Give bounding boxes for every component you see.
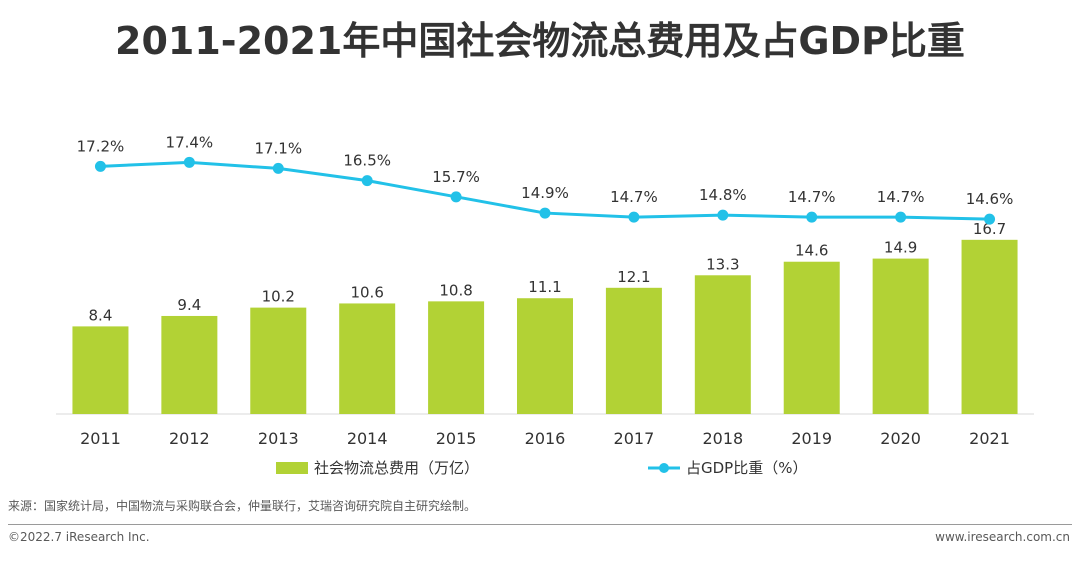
legend-line-label: 占GDP比重（%） <box>686 459 807 477</box>
bar-2020 <box>872 258 929 414</box>
bar-value-label: 11.1 <box>528 278 561 296</box>
bar-value-label: 12.1 <box>617 268 650 286</box>
bar-2016 <box>517 298 573 414</box>
legend-bar-swatch <box>276 462 308 474</box>
bar-value-label: 16.7 <box>973 220 1006 238</box>
bar-2015 <box>428 301 485 414</box>
gdp-ratio-point-2018 <box>717 209 729 221</box>
x-tick-label: 2017 <box>614 429 655 448</box>
gdp-ratio-label: 16.5% <box>343 152 391 170</box>
bar-value-label: 8.4 <box>89 306 113 324</box>
gdp-ratio-point-2020 <box>895 211 907 223</box>
x-tick-label: 2014 <box>347 429 388 448</box>
legend-line-marker <box>659 463 669 473</box>
x-tick-label: 2011 <box>80 429 121 448</box>
gdp-ratio-point-2012 <box>183 156 195 168</box>
x-tick-label: 2019 <box>791 429 832 448</box>
legend-bar-label: 社会物流总费用（万亿） <box>314 459 479 477</box>
bar-value-label: 9.4 <box>177 296 201 314</box>
bar-value-label: 14.6 <box>795 242 828 260</box>
gdp-ratio-label: 17.4% <box>166 133 214 151</box>
footer-divider <box>8 524 1072 525</box>
bar-2011 <box>72 326 129 414</box>
gdp-ratio-point-2015 <box>450 191 462 203</box>
gdp-ratio-label: 14.8% <box>699 186 747 204</box>
gdp-ratio-point-2021 <box>984 213 996 225</box>
x-tick-label: 2021 <box>969 429 1010 448</box>
copyright-text: ©2022.7 iResearch Inc. <box>8 530 150 544</box>
bar-value-label: 10.8 <box>439 281 472 299</box>
chart-title: 2011-2021年中国社会物流总费用及占GDP比重 <box>115 19 965 63</box>
gdp-ratio-label: 14.6% <box>966 190 1014 208</box>
gdp-ratio-label: 17.2% <box>77 137 125 155</box>
gdp-ratio-label: 14.7% <box>788 188 836 206</box>
gdp-ratio-point-2013 <box>272 162 284 174</box>
x-tick-label: 2015 <box>436 429 477 448</box>
bar-2013 <box>250 307 307 414</box>
x-tick-label: 2018 <box>702 429 743 448</box>
bar-2021 <box>961 239 1018 414</box>
gdp-ratio-label: 14.7% <box>610 188 658 206</box>
x-tick-label: 2020 <box>880 429 921 448</box>
bar-value-label: 10.6 <box>350 283 383 301</box>
gdp-ratio-label: 17.1% <box>254 139 302 157</box>
source-note: 来源：国家统计局，中国物流与采购联合会，仲量联行，艾瑞咨询研究院自主研究绘制。 <box>8 499 477 513</box>
bar-2018 <box>694 275 751 414</box>
gdp-ratio-point-2014 <box>361 175 373 187</box>
gdp-ratio-label: 14.7% <box>877 188 925 206</box>
bar-value-label: 13.3 <box>706 255 739 273</box>
x-tick-label: 2016 <box>525 429 566 448</box>
x-tick-label: 2013 <box>258 429 299 448</box>
bar-value-label: 14.9 <box>884 239 917 257</box>
gdp-ratio-point-2016 <box>539 207 551 219</box>
bar-2019 <box>783 261 840 414</box>
gdp-ratio-label: 15.7% <box>432 168 480 186</box>
x-tick-label: 2012 <box>169 429 210 448</box>
website-link[interactable]: www.iresearch.com.cn <box>935 530 1070 544</box>
gdp-ratio-point-2019 <box>806 211 818 223</box>
gdp-ratio-label: 14.9% <box>521 184 569 202</box>
bar-2014 <box>339 303 396 414</box>
gdp-ratio-point-2017 <box>628 211 640 223</box>
bar-2017 <box>605 287 662 414</box>
bar-2012 <box>161 315 218 414</box>
gdp-ratio-point-2011 <box>94 160 106 172</box>
bar-value-label: 10.2 <box>262 288 295 306</box>
